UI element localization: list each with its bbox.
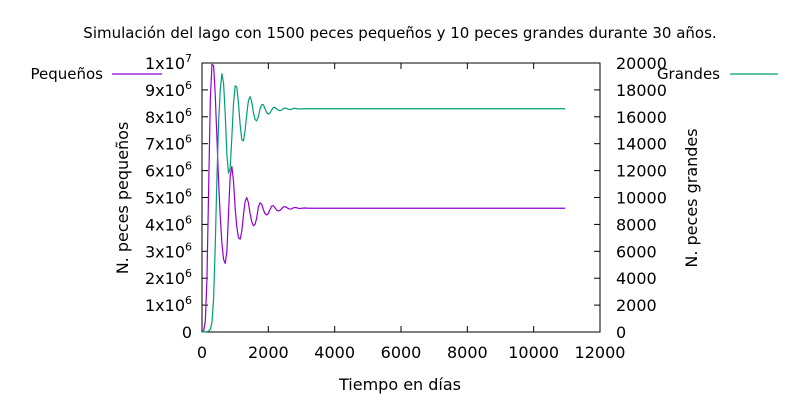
y-right-tick-label: 8000 — [616, 215, 657, 234]
y-left-tick-mantissa: 7x10 — [145, 135, 185, 154]
y-left-axis-label: N. peces pequeños — [113, 122, 132, 275]
plot-border — [201, 62, 601, 333]
y-left-tick-mantissa: 1x10 — [145, 296, 185, 315]
y-left-tick-exponent: 7 — [185, 52, 192, 65]
legend: Pequeños Grandes — [31, 65, 778, 83]
x-axis-label: Tiempo en días — [338, 375, 461, 394]
y-left-tick-mantissa: 2x10 — [145, 269, 185, 288]
y-left-tick-label: 6x106 — [145, 160, 192, 181]
y-right-tick-label: 12000 — [616, 162, 667, 181]
y-left-tick-exponent: 6 — [185, 106, 192, 119]
y-left-tick-label: 7x106 — [145, 133, 192, 154]
y-left-tick-mantissa: 3x10 — [145, 242, 185, 261]
y-left-tick-label: 4x106 — [145, 213, 192, 234]
y-left-tick-label: 1x107 — [145, 52, 192, 73]
y-left-tick-label: 9x106 — [145, 79, 192, 100]
y-left-tick-mantissa: 1x10 — [145, 54, 185, 73]
y-right-tick-label: 18000 — [616, 81, 667, 100]
y-left-tick-exponent: 6 — [185, 160, 192, 173]
series-line-grandes — [202, 73, 566, 333]
y-left-tick-exponent: 6 — [185, 213, 192, 226]
legend-label: Grandes — [657, 65, 720, 83]
x-tick-label: 0 — [197, 343, 207, 362]
y-right-tick-label: 4000 — [616, 269, 657, 288]
y-left-tick-label: 0 — [182, 323, 192, 342]
y-left-tick-mantissa: 4x10 — [145, 215, 185, 234]
y-left-tick-mantissa: 9x10 — [145, 81, 185, 100]
y-right-tick-label: 16000 — [616, 108, 667, 127]
x-tick-label: 10000 — [508, 343, 559, 362]
y-left-tick-label: 5x106 — [145, 187, 192, 208]
y-left-tick-label: 8x106 — [145, 106, 192, 127]
y-left-tick-exponent: 6 — [185, 294, 192, 307]
y-left-tick-exponent: 6 — [185, 240, 192, 253]
y-left-tick-exponent: 6 — [185, 267, 192, 280]
y-left-tick-exponent: 6 — [185, 187, 192, 200]
y-right-tick-label: 20000 — [616, 54, 667, 73]
plot-area: 0 2000 4000 6000 8000 10000 1200001x1062x1063x… — [145, 52, 667, 362]
y-right-tick-label: 2000 — [616, 296, 657, 315]
x-tick-label: 4000 — [314, 343, 355, 362]
y-right-tick-label: 14000 — [616, 135, 667, 154]
x-tick-label: 12000 — [575, 343, 626, 362]
y-left-tick-label: 2x106 — [145, 267, 192, 288]
y-left-tick-mantissa: 0 — [182, 323, 192, 342]
y-left-tick-mantissa: 5x10 — [145, 189, 185, 208]
chart-title: Simulación del lago con 1500 peces peque… — [83, 24, 716, 42]
y-left-tick-exponent: 6 — [185, 133, 192, 146]
y-right-tick-label: 10000 — [616, 189, 667, 208]
y-right-tick-label: 0 — [616, 323, 626, 342]
y-right-tick-label: 6000 — [616, 242, 657, 261]
x-tick-label: 2000 — [248, 343, 289, 362]
series-line-pequeños — [201, 63, 566, 333]
y-left-tick-label: 3x106 — [145, 240, 192, 261]
y-left-tick-exponent: 6 — [185, 79, 192, 92]
legend-label: Pequeños — [31, 65, 104, 83]
x-tick-label: 6000 — [381, 343, 422, 362]
y-left-tick-label: 1x106 — [145, 294, 192, 315]
y-left-tick-mantissa: 6x10 — [145, 162, 185, 181]
x-tick-label: 8000 — [447, 343, 488, 362]
y-left-tick-mantissa: 8x10 — [145, 108, 185, 127]
y-right-axis-label: N. peces grandes — [682, 128, 701, 267]
